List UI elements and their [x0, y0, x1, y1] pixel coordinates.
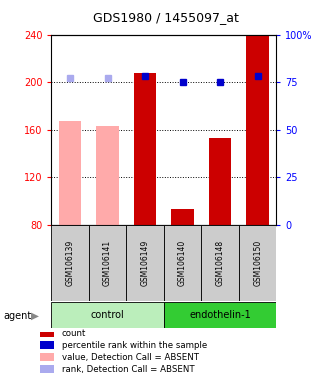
Text: count: count [62, 329, 86, 338]
Text: percentile rank within the sample: percentile rank within the sample [62, 341, 207, 349]
Text: value, Detection Call = ABSENT: value, Detection Call = ABSENT [62, 353, 199, 362]
Bar [51, 302, 164, 328]
Bar [89, 225, 126, 301]
Text: GSM106141: GSM106141 [103, 240, 112, 286]
Bar [126, 225, 164, 301]
Bar [171, 209, 194, 225]
Bar [96, 126, 119, 225]
Text: GSM106139: GSM106139 [66, 240, 74, 286]
Text: agent: agent [3, 311, 31, 321]
Bar [51, 225, 89, 301]
Text: GSM106148: GSM106148 [215, 240, 225, 286]
Bar [40, 353, 54, 361]
Bar [40, 365, 54, 373]
Bar [40, 341, 54, 349]
Text: GDS1980 / 1455097_at: GDS1980 / 1455097_at [93, 11, 238, 24]
Bar [246, 35, 269, 225]
Text: GSM106149: GSM106149 [141, 240, 150, 286]
Bar [134, 73, 156, 225]
Bar [201, 225, 239, 301]
Bar [164, 225, 201, 301]
Bar [40, 329, 54, 338]
Text: ▶: ▶ [31, 311, 39, 321]
Text: GSM106140: GSM106140 [178, 240, 187, 286]
Bar [209, 138, 231, 225]
Bar [164, 302, 276, 328]
Bar [59, 121, 81, 225]
Bar [239, 225, 276, 301]
Text: control: control [91, 310, 124, 320]
Text: GSM106150: GSM106150 [253, 240, 262, 286]
Text: endothelin-1: endothelin-1 [189, 310, 251, 320]
Text: rank, Detection Call = ABSENT: rank, Detection Call = ABSENT [62, 365, 194, 374]
